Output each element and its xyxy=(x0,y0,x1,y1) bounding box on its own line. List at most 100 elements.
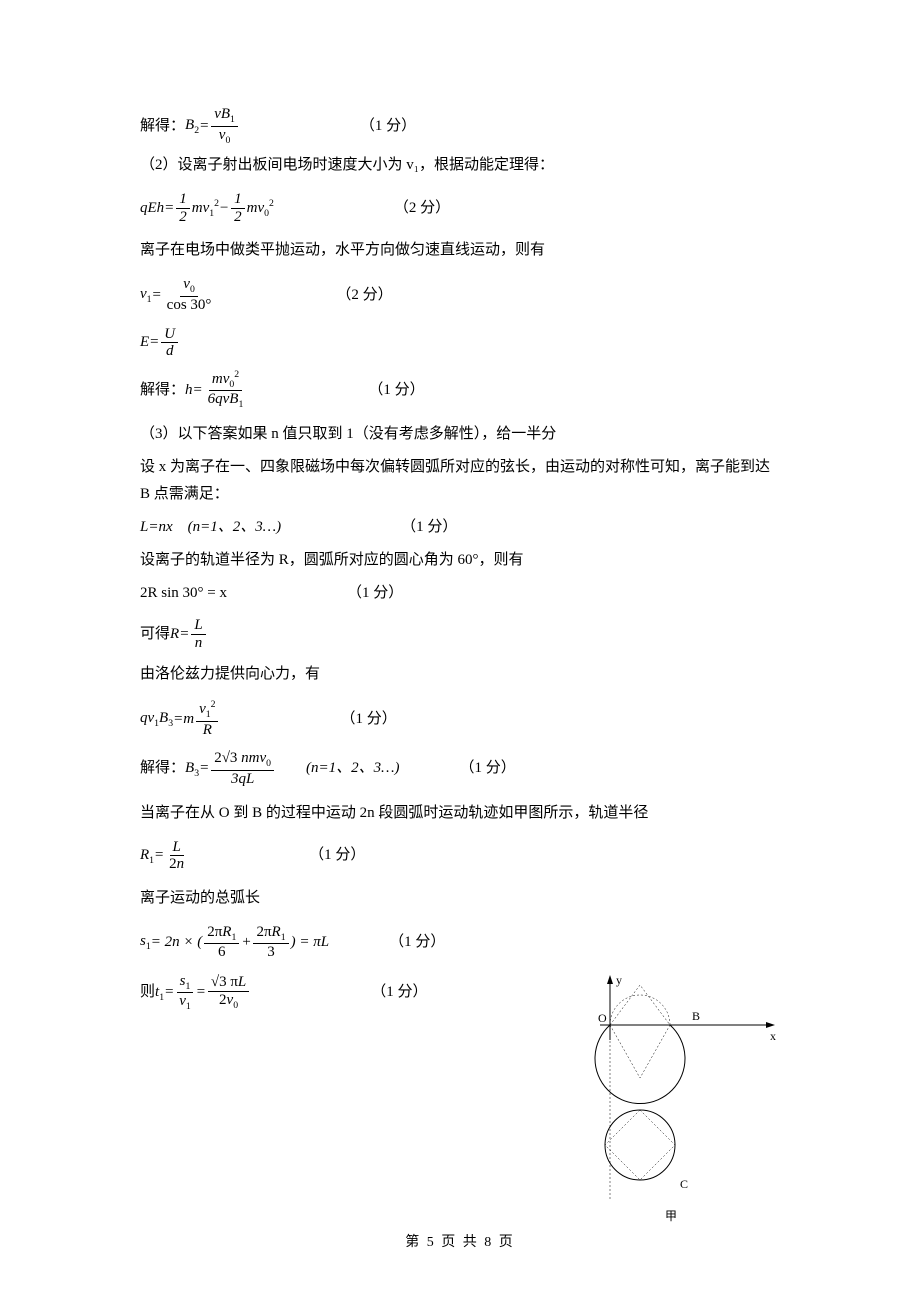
eq: = xyxy=(149,329,159,356)
line-14: 由洛伦兹力提供向心力，有 xyxy=(140,661,780,688)
eq: = xyxy=(199,755,209,782)
text: 解得： xyxy=(140,113,185,140)
eq: 2R sin 30° = x xyxy=(140,580,227,607)
n: v xyxy=(199,701,206,717)
score: （2 分） xyxy=(394,195,450,222)
E: E xyxy=(140,329,149,356)
eq: = xyxy=(154,842,164,869)
fraction: vB1 v0 xyxy=(211,106,238,146)
trajectory-diagram: y x O B C 甲 xyxy=(570,970,790,1230)
line-8: （3）以下答案如果 n 值只取到 1（没有考虑多解性），给一半分 xyxy=(140,421,780,448)
d: 2 xyxy=(231,209,245,226)
score: （1 分） xyxy=(401,514,457,541)
eq: = xyxy=(164,979,174,1006)
end: ) = πL xyxy=(291,929,329,956)
mv: mv xyxy=(192,200,210,216)
text: 可得 xyxy=(140,621,170,648)
text: 离子运动的总弧长 xyxy=(140,885,260,912)
line-16: 解得： B3 = 2√3 nmv0 3qL (n=1、2、3…) （1 分） xyxy=(140,750,780,787)
origin-label: O xyxy=(598,1011,607,1025)
line-11: 设离子的轨道半径为 R，圆弧所对应的圆心角为 60°，则有 xyxy=(140,547,780,574)
h: h xyxy=(185,377,193,404)
score: （1 分） xyxy=(309,842,365,869)
line-6: E = U d xyxy=(140,326,780,360)
n: 1 xyxy=(176,191,190,209)
point-B-label: B xyxy=(692,1009,700,1023)
diagram-caption: 甲 xyxy=(665,1209,677,1223)
page-footer: 第 5 页 共 8 页 xyxy=(0,1231,920,1251)
text: 解得： xyxy=(140,377,185,404)
score: （1 分） xyxy=(360,113,416,140)
v: v xyxy=(140,286,147,302)
eq: = xyxy=(173,706,183,733)
text: 设 x 为离子在一、四象限磁场中每次偏转圆弧所对应的弦长，由运动的对称性可知，离… xyxy=(140,459,770,502)
R: R xyxy=(140,847,149,863)
eq2: = xyxy=(196,979,206,1006)
B: B xyxy=(185,760,194,776)
score: （1 分） xyxy=(371,979,427,1006)
eq: L=nx xyxy=(140,514,173,541)
B: B xyxy=(159,710,168,726)
R: R xyxy=(170,621,179,648)
point-C-label: C xyxy=(680,1177,688,1191)
eq: = xyxy=(164,195,174,222)
line-7: 解得： h = mv02 6qvB1 （1 分） xyxy=(140,370,780,411)
line-12: 2R sin 30° = x （1 分） xyxy=(140,580,780,607)
line-4: 离子在电场中做类平抛运动，水平方向做匀速直线运动，则有 xyxy=(140,237,780,264)
n: L xyxy=(191,617,205,635)
m: m xyxy=(183,706,194,733)
var: B xyxy=(185,117,194,133)
line-9: 设 x 为离子在一、四象限磁场中每次偏转圆弧所对应的弦长，由运动的对称性可知，离… xyxy=(140,454,780,508)
line-13: 可得 R = L n xyxy=(140,617,780,651)
cond: (n=1、2、3…) xyxy=(306,755,399,782)
n: mv xyxy=(212,371,230,387)
eq: = xyxy=(193,377,203,404)
eq: = xyxy=(199,113,209,140)
d: 6qvB xyxy=(208,391,239,407)
eq: = xyxy=(152,282,162,309)
text: 由洛伦兹力提供向心力，有 xyxy=(140,661,320,688)
x-axis-label: x xyxy=(770,1029,776,1043)
n: v xyxy=(183,276,190,292)
qv: qv xyxy=(140,710,154,726)
line-18: R1 = L 22nn （1 分） xyxy=(140,839,780,873)
eq: = xyxy=(179,621,189,648)
eq: = 2n × ( xyxy=(151,929,203,956)
mv: mv xyxy=(247,200,265,216)
d: cos 30° xyxy=(164,297,215,314)
d: 6 xyxy=(215,944,229,961)
text: 当离子在从 O 到 B 的过程中运动 2n 段圆弧时运动轨迹如甲图所示，轨道半径 xyxy=(140,800,648,827)
plus: + xyxy=(241,929,251,956)
text: 离子在电场中做类平抛运动，水平方向做匀速直线运动，则有 xyxy=(140,237,545,264)
n: L xyxy=(170,839,184,857)
line-5: v1 = v0 cos 30° （2 分） xyxy=(140,276,780,313)
d: R xyxy=(200,722,215,739)
minus: − xyxy=(219,195,229,222)
d: 2 xyxy=(176,209,190,226)
text: 解得： xyxy=(140,755,185,782)
score: （1 分） xyxy=(460,755,516,782)
score: （2 分） xyxy=(336,282,392,309)
n: U xyxy=(161,326,178,344)
line-3: qEh = 12 mv12 − 12 mv02 （2 分） xyxy=(140,191,780,225)
lhs: qEh xyxy=(140,195,164,222)
d: 3 xyxy=(264,944,278,961)
line-17: 当离子在从 O 到 B 的过程中运动 2n 段圆弧时运动轨迹如甲图所示，轨道半径 xyxy=(140,800,780,827)
line-20: s1 = 2n × ( 2πR1 6 + 2πR1 3 ) = πL （1 分） xyxy=(140,924,780,961)
text: 设离子的轨道半径为 R，圆弧所对应的圆心角为 60°，则有 xyxy=(140,547,524,574)
n: 1 xyxy=(231,191,245,209)
line-2: （2）设离子射出板间电场时速度大小为 v₁，根据动能定理得： xyxy=(140,152,780,179)
line-15: qv1 B3 = m v12 R （1 分） xyxy=(140,700,780,738)
score: （1 分） xyxy=(340,706,396,733)
d: 3qL xyxy=(228,771,257,788)
y-axis-label: y xyxy=(616,973,622,987)
line-19: 离子运动的总弧长 xyxy=(140,885,780,912)
d: n xyxy=(192,635,206,652)
line-10: L=nx (n=1、2、3…) （1 分） xyxy=(140,514,780,541)
text: （2）设离子射出板间电场时速度大小为 v₁，根据动能定理得： xyxy=(140,152,554,179)
cond: (n=1、2、3…) xyxy=(188,514,281,541)
text: （3）以下答案如果 n 值只取到 1（没有考虑多解性），给一半分 xyxy=(140,421,556,448)
text: 则 xyxy=(140,979,155,1006)
score: （1 分） xyxy=(347,580,403,607)
page-content: 解得： B 2 = vB1 v0 （1 分） （2）设离子射出板间电场时速度大小为… xyxy=(0,0,920,1085)
